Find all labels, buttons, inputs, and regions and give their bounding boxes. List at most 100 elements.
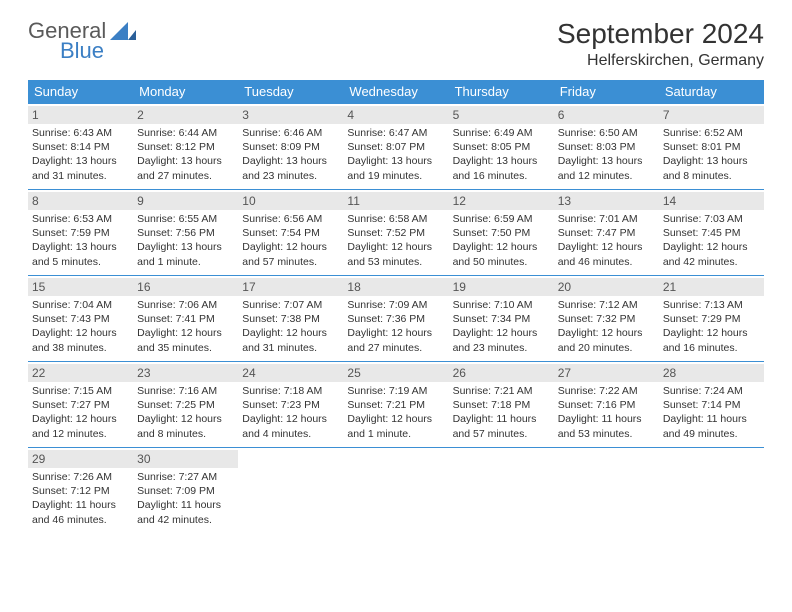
day-cell: 7Sunrise: 6:52 AMSunset: 8:01 PMDaylight… <box>659 104 764 190</box>
logo: General Blue <box>28 18 136 44</box>
sunrise-line: Sunrise: 6:43 AM <box>32 126 129 140</box>
day-cell: 29Sunrise: 7:26 AMSunset: 7:12 PMDayligh… <box>28 448 133 534</box>
sunrise-line: Sunrise: 7:07 AM <box>242 298 339 312</box>
sunset-line: Sunset: 7:27 PM <box>32 398 129 412</box>
daylight-line: Daylight: 12 hours and 27 minutes. <box>347 326 444 354</box>
weekday-thursday: Thursday <box>449 80 554 104</box>
day-cell: 19Sunrise: 7:10 AMSunset: 7:34 PMDayligh… <box>449 276 554 362</box>
sunrise-line: Sunrise: 7:22 AM <box>558 384 655 398</box>
daylight-line: Daylight: 13 hours and 19 minutes. <box>347 154 444 182</box>
week-row: 8Sunrise: 6:53 AMSunset: 7:59 PMDaylight… <box>28 190 764 276</box>
day-cell: 15 Sunrise: 7:04 AMSunset: 7:43 PMDayligh… <box>28 276 133 362</box>
sunset-line: Sunset: 7:47 PM <box>558 226 655 240</box>
day-number: 5 <box>449 106 554 124</box>
sunset-line: Sunset: 7:59 PM <box>32 226 129 240</box>
sunrise-line: Sunrise: 7:19 AM <box>347 384 444 398</box>
day-cell <box>554 448 659 534</box>
day-number: 29 <box>28 450 133 468</box>
sunrise-line: Sunrise: 7:03 AM <box>663 212 760 226</box>
day-cell: 3Sunrise: 6:46 AMSunset: 8:09 PMDaylight… <box>238 104 343 190</box>
week-row: 1Sunrise: 6:43 AMSunset: 8:14 PMDaylight… <box>28 104 764 190</box>
day-cell <box>238 448 343 534</box>
sunset-line: Sunset: 7:21 PM <box>347 398 444 412</box>
daylight-line: Daylight: 12 hours and 1 minute. <box>347 412 444 440</box>
sunrise-line: Sunrise: 7:16 AM <box>137 384 234 398</box>
day-number: 20 <box>554 278 659 296</box>
day-number: 30 <box>133 450 238 468</box>
daylight-line: Daylight: 13 hours and 12 minutes. <box>558 154 655 182</box>
day-number: 27 <box>554 364 659 382</box>
sunset-line: Sunset: 7:43 PM <box>32 312 129 326</box>
weekday-friday: Friday <box>554 80 659 104</box>
daylight-line: Daylight: 12 hours and 50 minutes. <box>453 240 550 268</box>
sunrise-line: Sunrise: 6:44 AM <box>137 126 234 140</box>
day-number: 19 <box>449 278 554 296</box>
daylight-line: Daylight: 12 hours and 38 minutes. <box>32 326 129 354</box>
daylight-line: Daylight: 13 hours and 5 minutes. <box>32 240 129 268</box>
daylight-line: Daylight: 13 hours and 31 minutes. <box>32 154 129 182</box>
sunrise-line: Sunrise: 7:15 AM <box>32 384 129 398</box>
sunset-line: Sunset: 7:16 PM <box>558 398 655 412</box>
sunset-line: Sunset: 8:09 PM <box>242 140 339 154</box>
daylight-line: Daylight: 11 hours and 42 minutes. <box>137 498 234 526</box>
daylight-line: Daylight: 12 hours and 8 minutes. <box>137 412 234 440</box>
sunset-line: Sunset: 8:07 PM <box>347 140 444 154</box>
sunset-line: Sunset: 7:12 PM <box>32 484 129 498</box>
sunrise-line: Sunrise: 6:52 AM <box>663 126 760 140</box>
sunrise-line: Sunrise: 6:50 AM <box>558 126 655 140</box>
week-row: 29 Sunrise: 7:26 AMSunset: 7:12 PM Dayligh… <box>28 448 764 534</box>
day-cell: 18Sunrise: 7:09 AMSunset: 7:36 PMDayligh… <box>343 276 448 362</box>
day-number: 2 <box>133 106 238 124</box>
day-cell: 9Sunrise: 6:55 AMSunset: 7:56 PMDaylight… <box>133 190 238 276</box>
sunset-line: Sunset: 7:45 PM <box>663 226 760 240</box>
day-cell: 12Sunrise: 6:59 AMSunset: 7:50 PMDayligh… <box>449 190 554 276</box>
day-cell: 11Sunrise: 6:58 AMSunset: 7:52 PMDayligh… <box>343 190 448 276</box>
day-number: 14 <box>659 192 764 210</box>
weekday-monday: Monday <box>133 80 238 104</box>
weekday-tuesday: Tuesday <box>238 80 343 104</box>
sunset-line: Sunset: 8:01 PM <box>663 140 760 154</box>
sunset-line: Sunset: 7:32 PM <box>558 312 655 326</box>
week-row: 22Sunrise: 7:15 AMSunset: 7:27 PMDayligh… <box>28 362 764 448</box>
day-cell: 14 Sunrise: 7:03 AMSunset: 7:45 PMDayligh… <box>659 190 764 276</box>
day-number: 21 <box>659 278 764 296</box>
day-number: 13 <box>554 192 659 210</box>
week-row: 15Sunrise: 7:04 AMSunset: 7:43 PMDayligh… <box>28 276 764 362</box>
day-cell: 22Sunrise: 7:15 AMSunset: 7:27 PMDayligh… <box>28 362 133 448</box>
day-cell: 24Sunrise: 7:18 AMSunset: 7:23 PMDayligh… <box>238 362 343 448</box>
day-number: 12 <box>449 192 554 210</box>
daylight-line: Daylight: 11 hours and 57 minutes. <box>453 412 550 440</box>
sunrise-line: Sunrise: 7:12 AM <box>558 298 655 312</box>
daylight-line: Daylight: 12 hours and 12 minutes. <box>32 412 129 440</box>
sunset-line: Sunset: 8:12 PM <box>137 140 234 154</box>
day-cell: 28Sunrise: 7:24 AMSunset: 7:14 PMDayligh… <box>659 362 764 448</box>
day-cell: 10Sunrise: 6:56 AMSunset: 7:54 PMDayligh… <box>238 190 343 276</box>
sunrise-line: Sunrise: 7:04 AM <box>32 298 129 312</box>
day-number: 26 <box>449 364 554 382</box>
sunrise-line: Sunrise: 7:27 AM <box>137 470 234 484</box>
day-number: 10 <box>238 192 343 210</box>
daylight-line: Daylight: 12 hours and 4 minutes. <box>242 412 339 440</box>
day-number: 11 <box>343 192 448 210</box>
day-number: 15 <box>28 278 133 296</box>
sunrise-line: Sunrise: 7:09 AM <box>347 298 444 312</box>
day-cell: 23Sunrise: 7:16 AMSunset: 7:25 PMDayligh… <box>133 362 238 448</box>
day-cell: 21Sunrise: 7:13 AMSunset: 7:29 PMDayligh… <box>659 276 764 362</box>
daylight-line: Daylight: 12 hours and 53 minutes. <box>347 240 444 268</box>
sunset-line: Sunset: 7:29 PM <box>663 312 760 326</box>
sunset-line: Sunset: 7:36 PM <box>347 312 444 326</box>
day-number: 6 <box>554 106 659 124</box>
daylight-line: Daylight: 12 hours and 20 minutes. <box>558 326 655 354</box>
daylight-line: Daylight: 12 hours and 46 minutes. <box>558 240 655 268</box>
sunset-line: Sunset: 7:25 PM <box>137 398 234 412</box>
daylight-line: Daylight: 12 hours and 42 minutes. <box>663 240 760 268</box>
sunrise-line: Sunrise: 7:10 AM <box>453 298 550 312</box>
sunrise-line: Sunrise: 7:21 AM <box>453 384 550 398</box>
sunset-line: Sunset: 8:05 PM <box>453 140 550 154</box>
sunrise-line: Sunrise: 6:53 AM <box>32 212 129 226</box>
sunrise-line: Sunrise: 7:26 AM <box>32 470 129 484</box>
day-cell: 8Sunrise: 6:53 AMSunset: 7:59 PMDaylight… <box>28 190 133 276</box>
sunrise-line: Sunrise: 7:06 AM <box>137 298 234 312</box>
location-label: Helferskirchen, Germany <box>557 52 764 70</box>
sunset-line: Sunset: 7:34 PM <box>453 312 550 326</box>
